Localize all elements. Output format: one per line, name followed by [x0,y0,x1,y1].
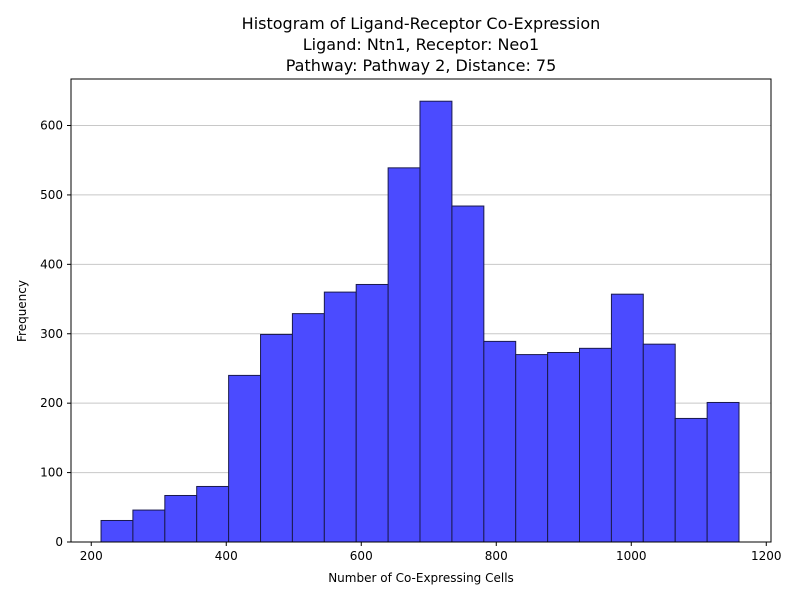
histogram-bar [483,340,517,543]
x-tick-label: 1200 [751,549,782,563]
y-tick-label: 100 [40,466,63,480]
chart-subtitle-pathway: Pathway: Pathway 2, Distance: 75 [286,56,557,75]
y-tick-label: 300 [40,327,63,341]
histogram-bar [164,494,198,543]
histogram-bar [451,205,485,543]
y-tick-label: 0 [55,535,63,549]
histogram-bar [610,293,644,543]
y-tick-label: 200 [40,396,63,410]
x-tick-label: 600 [350,549,373,563]
histogram-bar [578,347,612,543]
histogram-bar [196,485,230,543]
histogram-bar [291,313,325,543]
x-tick-label: 1000 [616,549,647,563]
histogram-bar [323,291,357,543]
histogram-bar [515,354,549,543]
histogram-bar [706,401,740,543]
histogram-bar [387,167,421,543]
y-tick-label: 600 [40,119,63,133]
histogram-bar [132,509,166,543]
histogram-bar [674,417,708,543]
chart-subtitle-ligand: Ligand: Ntn1, Receptor: Neo1 [303,35,539,54]
chart-title: Histogram of Ligand-Receptor Co-Expressi… [242,14,601,33]
histogram-bar [642,343,676,543]
x-tick-label: 400 [215,549,238,563]
bars [100,100,740,543]
y-axis-label: Frequency [15,280,29,342]
axis-ticks: 200 400 600 800 1000 1200 0 100 200 300 400 500 600 [40,119,781,563]
histogram-bar [228,374,262,543]
y-tick-label: 400 [40,257,63,271]
histogram-bar [260,333,293,543]
histogram-bar [355,283,389,543]
plot-frame [70,78,772,543]
y-tick-label: 500 [40,188,63,202]
x-axis-label: Number of Co-Expressing Cells [328,571,514,585]
histogram-bar [100,519,134,543]
histogram-bar [547,351,580,543]
x-tick-label: 800 [485,549,508,563]
x-tick-label: 200 [80,549,103,563]
histogram-bar [419,100,453,543]
